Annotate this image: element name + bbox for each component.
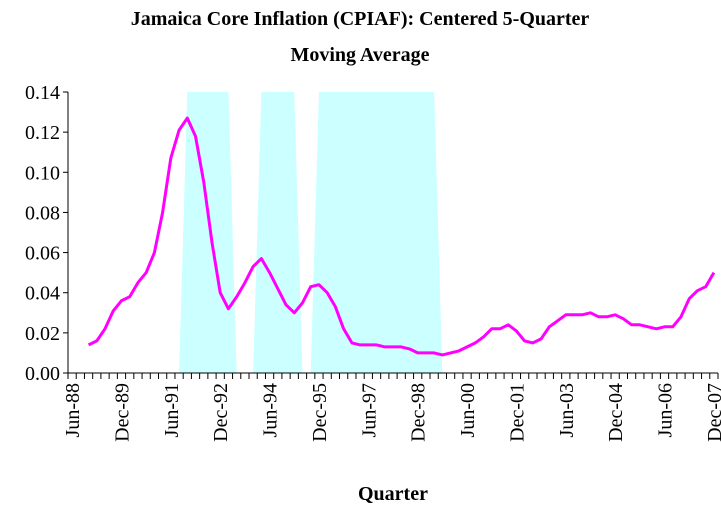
x-tick-label: Dec-07 (704, 383, 721, 442)
x-tick-label: Dec-04 (605, 383, 627, 442)
y-tick-label: 0.04 (25, 283, 60, 305)
y-tick-label: 0.10 (25, 162, 60, 184)
x-tick-label: Jun-97 (358, 383, 380, 437)
x-tick-label: Dec-01 (506, 383, 528, 442)
y-tick-label: 0.14 (25, 82, 60, 104)
x-tick-label: Dec-89 (111, 383, 133, 442)
y-tick-label: 0.08 (25, 202, 60, 224)
y-tick-label: 0.06 (25, 243, 60, 265)
x-tick-label: Jun-88 (62, 383, 84, 437)
x-tick-label: Dec-95 (309, 383, 331, 442)
y-tick-label: 0.02 (25, 323, 60, 345)
chart-title: Moving Average (290, 44, 429, 66)
x-tick-label: Jun-00 (457, 383, 479, 437)
x-tick-label: Jun-94 (260, 383, 282, 437)
x-tick-label: Jun-06 (655, 383, 677, 437)
y-tick-label: 0.12 (25, 122, 60, 144)
x-axis-label: Quarter (358, 483, 428, 505)
y-tick-label: 0.00 (25, 363, 60, 385)
x-tick-label: Dec-92 (210, 383, 232, 442)
shaded-area (72, 92, 714, 373)
x-tick-label: Jun-03 (556, 383, 578, 437)
x-tick-label: Dec-98 (408, 383, 430, 442)
chart-title: Jamaica Core Inflation (CPIAF): Centered… (131, 8, 590, 30)
x-tick-label: Jun-91 (161, 383, 183, 437)
line (87, 116, 716, 357)
